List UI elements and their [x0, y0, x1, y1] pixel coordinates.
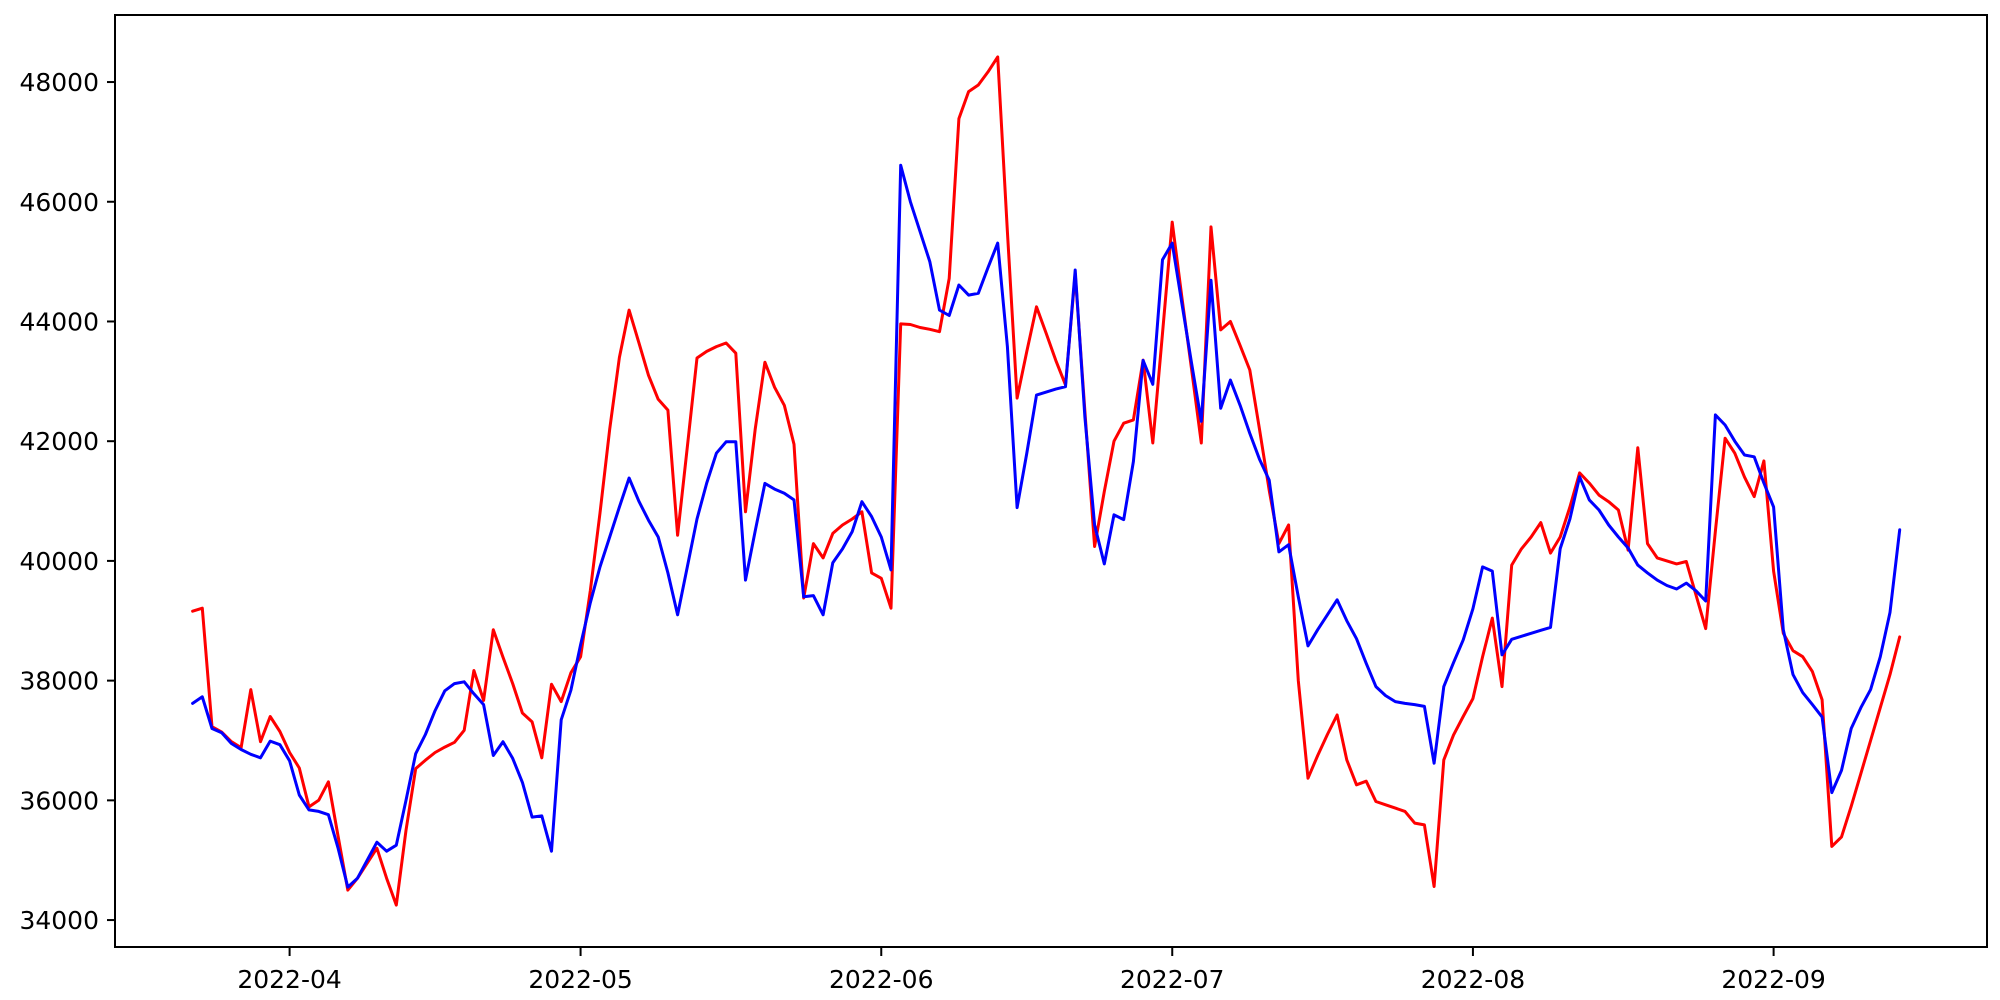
red-series-line	[191, 55, 1902, 907]
y-tick-label: 46000	[19, 188, 99, 217]
y-tick-label: 42000	[19, 427, 99, 456]
x-tick-label: 2022-04	[237, 965, 341, 994]
x-tick-label: 2022-08	[1421, 965, 1525, 994]
plot-border	[114, 14, 1988, 948]
series-lines	[191, 55, 1902, 907]
y-tick-label: 36000	[19, 786, 99, 815]
x-tick-label: 2022-06	[829, 965, 933, 994]
x-tick-label: 2022-07	[1120, 965, 1224, 994]
x-tick-label: 2022-05	[528, 965, 632, 994]
y-tick-label: 40000	[19, 547, 99, 576]
y-tick-label: 48000	[19, 68, 99, 97]
y-tick-label: 44000	[19, 307, 99, 336]
axes-spines	[114, 14, 1988, 948]
y-axis: 34000 36000 38000 40000 42000 44000 46000 48000	[19, 68, 115, 935]
y-tick-label: 34000	[19, 906, 99, 935]
x-tick-label: 2022-09	[1721, 965, 1825, 994]
blue-series-line	[191, 163, 1902, 889]
x-axis: 2022-04 2022-05 2022-06 2022-07 2022-08 2022-…	[237, 947, 1826, 994]
y-tick-label: 38000	[19, 667, 99, 696]
